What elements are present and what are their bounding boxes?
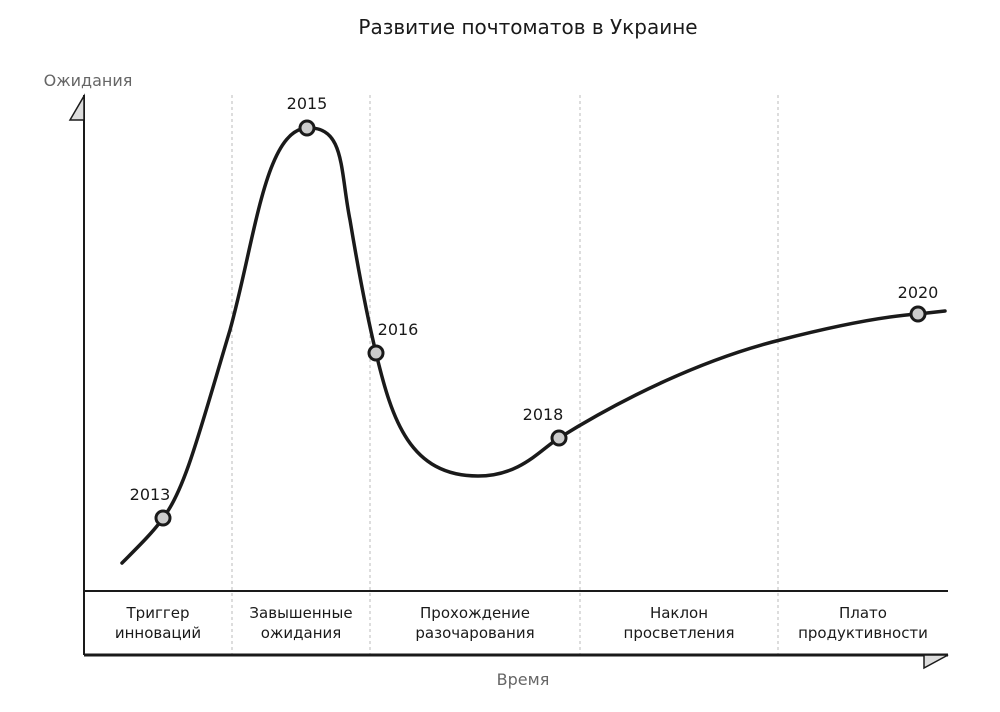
hype-curve	[120, 126, 947, 565]
point-label: 2018	[523, 405, 564, 424]
data-point-2015	[298, 119, 316, 137]
x-axis-label: Время	[497, 670, 550, 689]
phase-label: Прохождение разочарования	[415, 604, 534, 642]
phase-label: Завышенные ожидания	[249, 604, 352, 642]
chart-title: Развитие почтоматов в Украине	[358, 15, 697, 39]
data-point-2020	[909, 305, 927, 323]
data-point-2016	[367, 344, 385, 362]
point-label: 2020	[898, 283, 939, 302]
phase-label: Плато продуктивности	[798, 604, 928, 642]
phase-label: Триггер инноваций	[115, 604, 201, 642]
phase-label: Наклон просветления	[624, 604, 735, 642]
point-label: 2013	[130, 485, 171, 504]
y-axis-label: Ожидания	[44, 71, 133, 90]
x-axis-arrow-icon	[923, 654, 949, 670]
y-axis-arrow-icon	[68, 93, 85, 121]
point-label: 2015	[287, 94, 328, 113]
data-point-2013	[154, 509, 172, 527]
point-label: 2016	[378, 320, 419, 339]
data-point-2018	[550, 429, 568, 447]
